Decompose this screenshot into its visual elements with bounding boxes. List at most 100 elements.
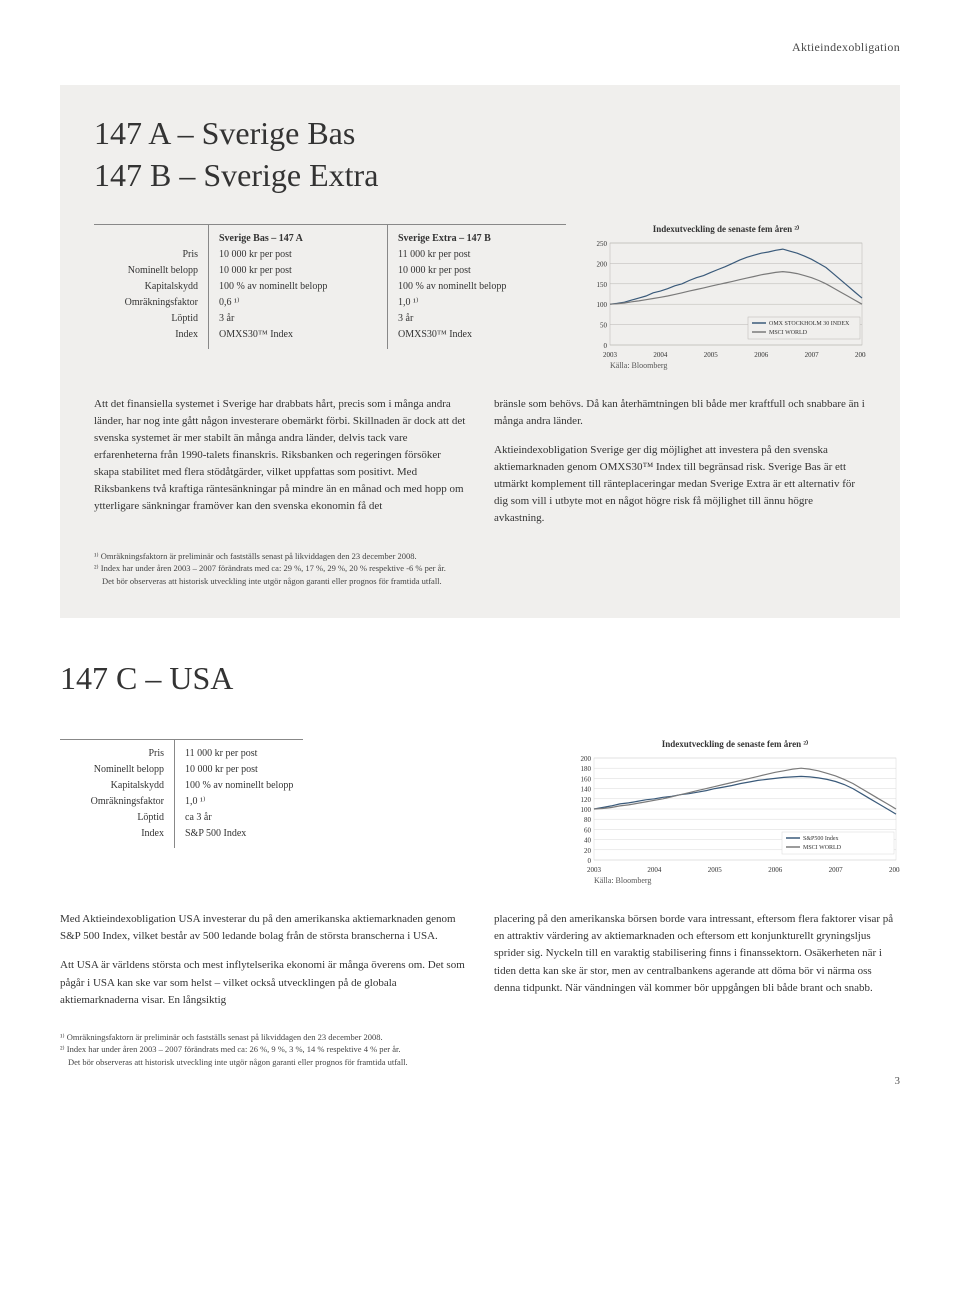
chart-source: Källa: Bloomberg — [610, 361, 866, 370]
svg-text:S&P500 Index: S&P500 Index — [803, 836, 839, 842]
svg-text:2007: 2007 — [805, 351, 820, 359]
svg-text:200: 200 — [581, 755, 592, 763]
label: Nominellt belopp — [60, 762, 164, 778]
svg-text:200: 200 — [597, 261, 608, 269]
svg-text:40: 40 — [584, 837, 592, 845]
footnote: ¹⁾ Omräkningsfaktorn är preliminär och f… — [94, 550, 866, 563]
col-header: Sverige Extra – 147 B — [398, 231, 556, 247]
footnote: ²⁾ Index har under åren 2003 – 2007 förä… — [94, 562, 866, 575]
chart-title: Indexutveckling de senaste fem åren ²⁾ — [586, 224, 866, 235]
value: 10 000 kr per post — [219, 247, 377, 263]
section-title: 147 C – USA — [60, 658, 900, 700]
svg-text:OMX STOCKHOLM 30 INDEX: OMX STOCKHOLM 30 INDEX — [769, 321, 850, 327]
svg-text:150: 150 — [597, 281, 608, 289]
label: Index — [60, 826, 164, 842]
footnotes: ¹⁾ Omräkningsfaktorn är preliminär och f… — [60, 1031, 900, 1069]
value: 1,0 ¹⁾ — [185, 794, 293, 810]
header-category: Aktieindexobligation — [60, 40, 900, 55]
svg-text:0: 0 — [604, 342, 608, 350]
svg-text:2006: 2006 — [754, 351, 769, 359]
value: ca 3 år — [185, 810, 293, 826]
label: Pris — [60, 746, 164, 762]
info-labels: Pris Nominellt belopp Kapitalskydd Omräk… — [60, 740, 175, 848]
svg-text:60: 60 — [584, 827, 592, 835]
svg-text:100: 100 — [597, 301, 608, 309]
value: OMXS30™ Index — [398, 327, 556, 343]
label: Pris — [94, 247, 198, 263]
label: Kapitalskydd — [60, 778, 164, 794]
svg-text:2005: 2005 — [704, 351, 719, 359]
section-sverige: 147 A – Sverige Bas 147 B – Sverige Extr… — [60, 85, 900, 618]
label: Löptid — [94, 311, 198, 327]
svg-text:160: 160 — [581, 776, 592, 784]
value: 100 % av nominellt belopp — [185, 778, 293, 794]
body-right: placering på den amerikanska börsen bord… — [494, 911, 900, 1008]
value: 0,6 ¹⁾ — [219, 295, 377, 311]
section-title: 147 A – Sverige Bas 147 B – Sverige Extr… — [94, 113, 866, 196]
value: 100 % av nominellt belopp — [398, 279, 556, 295]
svg-text:2006: 2006 — [768, 866, 783, 874]
chart-svg: 0 50 100 150 200 250 2003 2004 2005 2006 2007 2008 O… — [586, 239, 866, 359]
value: 11 000 kr per post — [398, 247, 556, 263]
svg-text:120: 120 — [581, 796, 592, 804]
info-col: 11 000 kr per post 10 000 kr per post 10… — [175, 740, 303, 848]
svg-text:250: 250 — [597, 240, 608, 248]
footnote: ²⁾ Index har under åren 2003 – 2007 förä… — [60, 1043, 900, 1056]
svg-text:2003: 2003 — [587, 866, 602, 874]
value: 10 000 kr per post — [219, 263, 377, 279]
value: S&P 500 Index — [185, 826, 293, 842]
label: Index — [94, 327, 198, 343]
info-col-a: Sverige Bas – 147 A 10 000 kr per post 1… — [209, 225, 388, 349]
footnote: ¹⁾ Omräkningsfaktorn är preliminär och f… — [60, 1031, 900, 1044]
svg-text:80: 80 — [584, 817, 592, 825]
title-line-2: 147 B – Sverige Extra — [94, 157, 378, 193]
svg-text:2005: 2005 — [708, 866, 723, 874]
svg-text:MSCI WORLD: MSCI WORLD — [769, 330, 808, 336]
svg-text:2008: 2008 — [855, 351, 866, 359]
footnotes: ¹⁾ Omräkningsfaktorn är preliminär och f… — [94, 550, 866, 588]
label: Omräkningsfaktor — [60, 794, 164, 810]
page: Aktieindexobligation 147 A – Sverige Bas… — [0, 0, 960, 1117]
info-table: Pris Nominellt belopp Kapitalskydd Omräk… — [60, 739, 303, 848]
value: OMXS30™ Index — [219, 327, 377, 343]
chart-title: Indexutveckling de senaste fem åren ²⁾ — [570, 739, 900, 750]
body-columns: Att det finansiella systemet i Sverige h… — [94, 396, 866, 527]
chart-svg: 0 20 40 60 80 100 120 140 160 180 200 2003 2004 2005 2… — [570, 754, 900, 874]
value: 3 år — [398, 311, 556, 327]
svg-text:100: 100 — [581, 806, 592, 814]
svg-text:2008: 2008 — [889, 866, 900, 874]
value: 11 000 kr per post — [185, 746, 293, 762]
svg-text:0: 0 — [588, 857, 592, 865]
body-right: bränsle som behövs. Då kan återhämtninge… — [494, 396, 866, 527]
svg-text:2004: 2004 — [647, 866, 662, 874]
svg-text:MSCI WORLD: MSCI WORLD — [803, 845, 842, 851]
title-line-1: 147 A – Sverige Bas — [94, 115, 355, 151]
section-usa: 147 C – USA Pris Nominellt belopp Kapita… — [60, 658, 900, 1069]
label: Kapitalskydd — [94, 279, 198, 295]
svg-text:2007: 2007 — [829, 866, 844, 874]
info-row: Pris Nominellt belopp Kapitalskydd Omräk… — [60, 739, 900, 885]
body-left: Med Aktieindexobligation USA investerar … — [60, 911, 466, 1008]
svg-text:2003: 2003 — [603, 351, 618, 359]
value: 3 år — [219, 311, 377, 327]
value: 10 000 kr per post — [398, 263, 556, 279]
chart-source: Källa: Bloomberg — [594, 876, 900, 885]
label: Omräkningsfaktor — [94, 295, 198, 311]
svg-text:180: 180 — [581, 766, 592, 774]
chart-sverige: Indexutveckling de senaste fem åren ²⁾ 0… — [586, 224, 866, 370]
value: 100 % av nominellt belopp — [219, 279, 377, 295]
info-row: Pris Nominellt belopp Kapitalskydd Omräk… — [94, 224, 866, 370]
label: Nominellt belopp — [94, 263, 198, 279]
svg-text:2004: 2004 — [653, 351, 668, 359]
value: 1,0 ¹⁾ — [398, 295, 556, 311]
info-labels: Pris Nominellt belopp Kapitalskydd Omräk… — [94, 225, 209, 349]
body-left: Att det finansiella systemet i Sverige h… — [94, 396, 466, 527]
chart-usa: Indexutveckling de senaste fem åren ²⁾ 0… — [570, 739, 900, 885]
page-number: 3 — [60, 1075, 900, 1087]
svg-text:50: 50 — [600, 322, 608, 330]
col-header: Sverige Bas – 147 A — [219, 231, 377, 247]
svg-text:20: 20 — [584, 847, 592, 855]
body-columns: Med Aktieindexobligation USA investerar … — [60, 911, 900, 1008]
svg-text:140: 140 — [581, 786, 592, 794]
label: Löptid — [60, 810, 164, 826]
